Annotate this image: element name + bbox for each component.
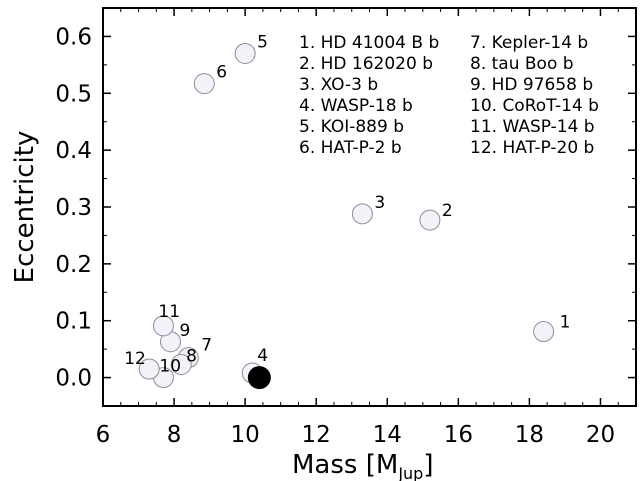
y-tick-label: 0.3 [55, 195, 92, 221]
point-label-9: 9 [180, 321, 191, 341]
x-tick-label: 10 [230, 422, 259, 448]
legend-entry: 8. tau Boo b [470, 54, 574, 74]
data-point-6 [193, 73, 215, 95]
plot-frame [102, 7, 637, 407]
data-point-12 [138, 358, 160, 380]
x-tick-label: 16 [444, 422, 473, 448]
y-tick-label: 0.0 [55, 366, 92, 392]
data-point-2 [419, 209, 441, 231]
legend-entry: 7. Kepler-14 b [470, 33, 588, 53]
point-label-12: 12 [124, 349, 146, 369]
x-tick-label: 14 [373, 422, 402, 448]
data-point-8 [170, 353, 192, 375]
ticks-layer: 6 8 10 12 14 16 18 200.00.10.20.30.40.50.6 [55, 7, 637, 448]
x-tick-label: 20 [586, 422, 615, 448]
data-point-3 [351, 203, 373, 225]
y-tick-label: 0.1 [55, 309, 92, 335]
x-axis-label: Mass [MJup] [292, 450, 433, 481]
legend-layer: 1. HD 41004 B b2. HD 162020 b3. XO-3 b4.… [299, 33, 599, 158]
legend-entry: 2. HD 162020 b [299, 54, 433, 74]
x-tick-label: 18 [515, 422, 544, 448]
point-label-6: 6 [216, 63, 227, 83]
point-label-1: 1 [560, 313, 571, 333]
data-point-11 [152, 315, 174, 337]
legend-entry: 5. KOI-889 b [299, 117, 404, 137]
x-axis-label-end: ] [423, 450, 433, 480]
data-point-1 [533, 321, 555, 343]
point-label-8: 8 [186, 346, 197, 366]
legend-entry: 6. HAT-P-2 b [299, 138, 402, 158]
y-tick-label: 0.5 [55, 81, 92, 107]
y-tick-label: 0.4 [55, 138, 92, 164]
point-label-3: 3 [374, 193, 385, 213]
point-label-11: 11 [158, 302, 180, 322]
x-tick-label: 12 [302, 422, 331, 448]
x-tick-label: 6 [96, 422, 111, 448]
legend-entry: 1. HD 41004 B b [299, 33, 439, 53]
legend-entry: 3. XO-3 b [299, 75, 378, 95]
y-tick-label: 0.6 [55, 24, 92, 50]
x-axis-label-main: Mass [M [292, 450, 398, 480]
y-axis-label: Eccentricity [10, 131, 40, 284]
highlighted-point [247, 366, 271, 390]
point-label-4: 4 [257, 346, 268, 366]
point-label-10: 10 [159, 357, 181, 377]
data-point-5 [234, 42, 256, 64]
legend-entry: 11. WASP-14 b [470, 117, 595, 137]
legend-entry: 10. CoRoT-14 b [470, 96, 599, 116]
x-axis-label-subscript: Jup [397, 464, 423, 481]
highlight-layer [247, 366, 271, 390]
x-tick-label: 8 [167, 422, 182, 448]
legend-entry: 4. WASP-18 b [299, 96, 413, 116]
point-label-2: 2 [442, 201, 453, 221]
y-tick-label: 0.2 [55, 252, 92, 278]
legend-entry: 12. HAT-P-20 b [470, 138, 594, 158]
point-label-7: 7 [201, 336, 212, 356]
point-label-5: 5 [257, 32, 268, 52]
legend-entry: 9. HD 97658 b [470, 75, 593, 95]
